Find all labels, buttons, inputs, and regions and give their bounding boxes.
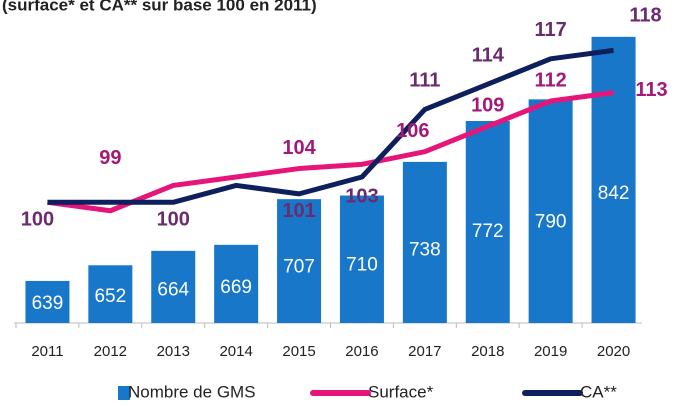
line-label: 99 <box>99 147 121 169</box>
bar <box>88 265 133 323</box>
x-tick-label: 2015 <box>282 343 315 360</box>
bar-label: 842 <box>598 183 630 204</box>
line <box>47 90 614 214</box>
legend-label: Surface* <box>368 382 434 401</box>
bar <box>528 99 573 323</box>
x-tick-label: 2013 <box>157 343 190 360</box>
bar-label: 652 <box>94 286 126 307</box>
line-label: 103 <box>345 185 378 207</box>
line-label: 106 <box>396 120 429 142</box>
line-label: 118 <box>629 5 661 27</box>
line <box>47 47 614 205</box>
x-tick-label: 2016 <box>345 343 378 360</box>
bar <box>465 121 510 323</box>
line-label: 111 <box>409 70 440 92</box>
bar-label: 772 <box>472 221 504 242</box>
line-label: 109 <box>471 95 504 117</box>
chart-title: (surface* et CA** sur base 100 en 2011) <box>2 0 317 14</box>
line-label: 100 <box>157 209 190 231</box>
bar <box>277 199 322 323</box>
line-label: 117 <box>535 19 567 41</box>
bar-label: 639 <box>32 293 64 314</box>
bar <box>151 250 196 323</box>
line-label: 112 <box>535 69 567 91</box>
line-label: 114 <box>472 44 505 66</box>
bar <box>25 280 70 323</box>
bar-label: 669 <box>220 277 252 298</box>
x-tick-label: 2012 <box>94 343 127 360</box>
x-tick-label: 2019 <box>534 343 567 360</box>
bar-label: 738 <box>409 240 441 261</box>
x-tick-label: 2018 <box>471 343 504 360</box>
legend-swatch <box>118 386 130 400</box>
x-tick-label: 2020 <box>597 343 630 360</box>
line-label: 113 <box>635 79 667 101</box>
line-label: 100 <box>21 209 54 231</box>
legend-label: Nombre de GMS <box>128 382 256 401</box>
bar <box>339 195 384 323</box>
legend-label: CA** <box>580 382 617 401</box>
bar <box>402 161 447 323</box>
x-tick-label: 2011 <box>31 343 63 360</box>
line-label: 104 <box>282 137 316 159</box>
x-tick-label: 2017 <box>408 343 441 360</box>
bar-label: 707 <box>283 256 315 277</box>
line-label: 101 <box>282 200 315 222</box>
bar-label: 664 <box>157 280 189 301</box>
bar-label: 790 <box>535 211 567 232</box>
bar <box>214 244 259 323</box>
bar-label: 710 <box>346 255 378 276</box>
bar <box>591 36 636 323</box>
x-tick-label: 2014 <box>219 343 252 360</box>
